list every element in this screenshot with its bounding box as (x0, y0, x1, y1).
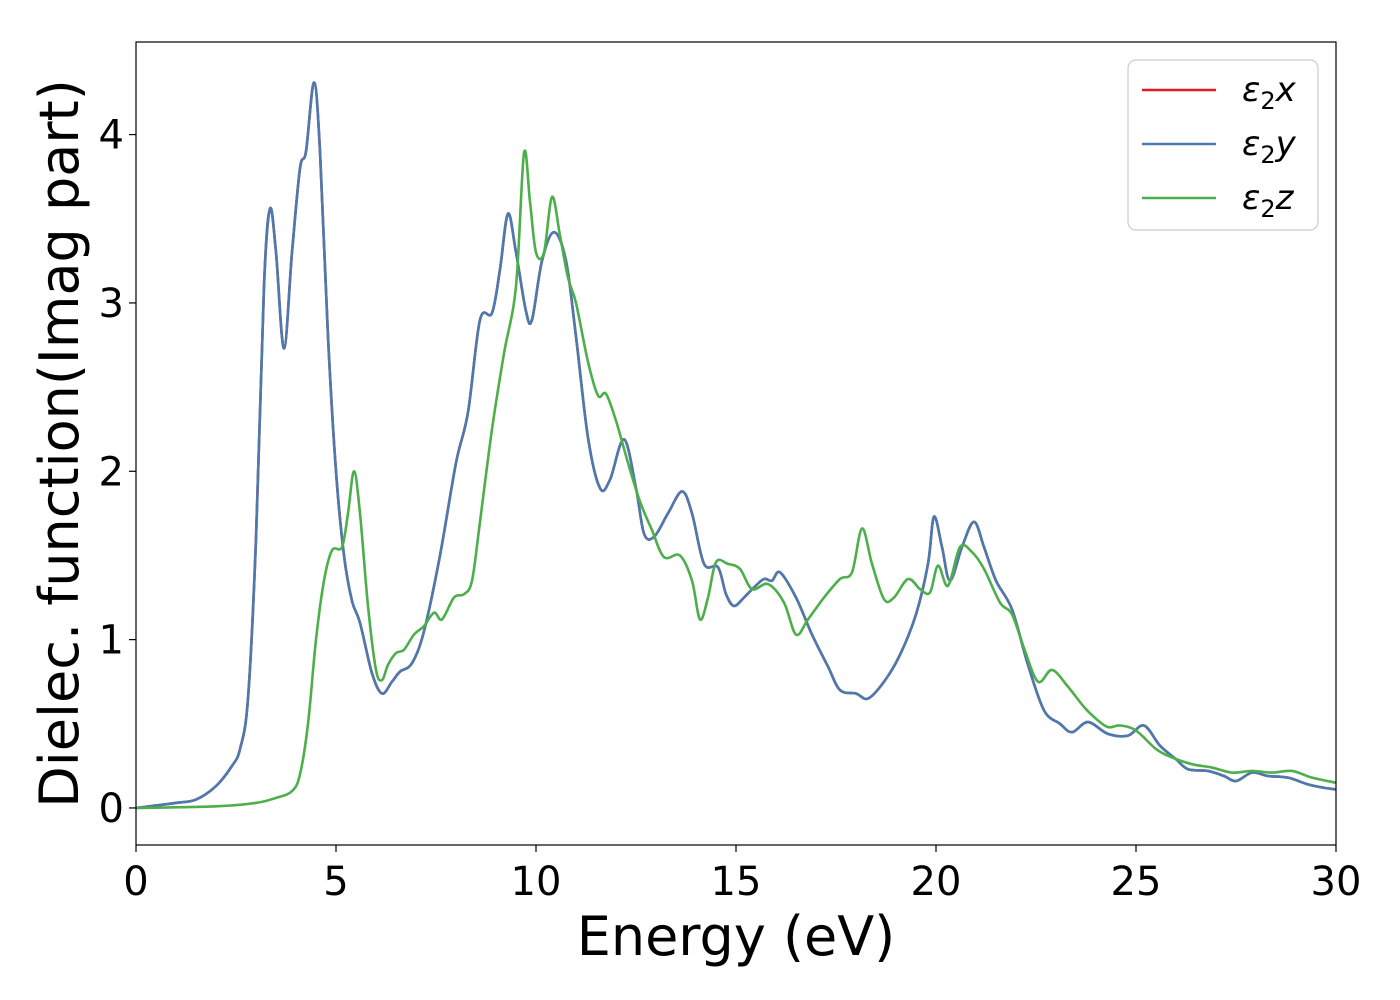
y-axis-ticks: 0 1 2 3 4 (99, 113, 136, 832)
series-layer (136, 81, 1336, 810)
x-tick-label: 10 (511, 859, 562, 905)
x-axis-ticks: 0 5 10 15 20 25 30 (123, 845, 1361, 905)
y-tick-label: 2 (99, 449, 124, 495)
x-tick-label: 30 (1311, 859, 1362, 905)
series-line-z (136, 149, 1336, 810)
legend: ε2x ε2y ε2z (1127, 59, 1319, 231)
legend-label-z: ε2z (1242, 178, 1295, 223)
y-tick-label: 0 (99, 786, 124, 832)
x-tick-label: 15 (711, 859, 762, 905)
series-line-y (136, 81, 1336, 810)
y-axis-title: Dielec. function(Imag part) (28, 79, 91, 808)
x-tick-label: 5 (323, 859, 348, 905)
x-tick-label: 20 (911, 859, 962, 905)
legend-label-y: ε2y (1242, 124, 1297, 169)
x-axis-title: Energy (eV) (577, 905, 896, 968)
x-tick-label: 0 (123, 859, 148, 905)
x-tick-label: 25 (1111, 859, 1162, 905)
y-tick-label: 1 (99, 618, 124, 664)
legend-label-x: ε2x (1242, 70, 1297, 115)
y-tick-label: 4 (99, 113, 124, 159)
legend-box (1127, 59, 1319, 231)
y-tick-label: 3 (99, 281, 124, 327)
